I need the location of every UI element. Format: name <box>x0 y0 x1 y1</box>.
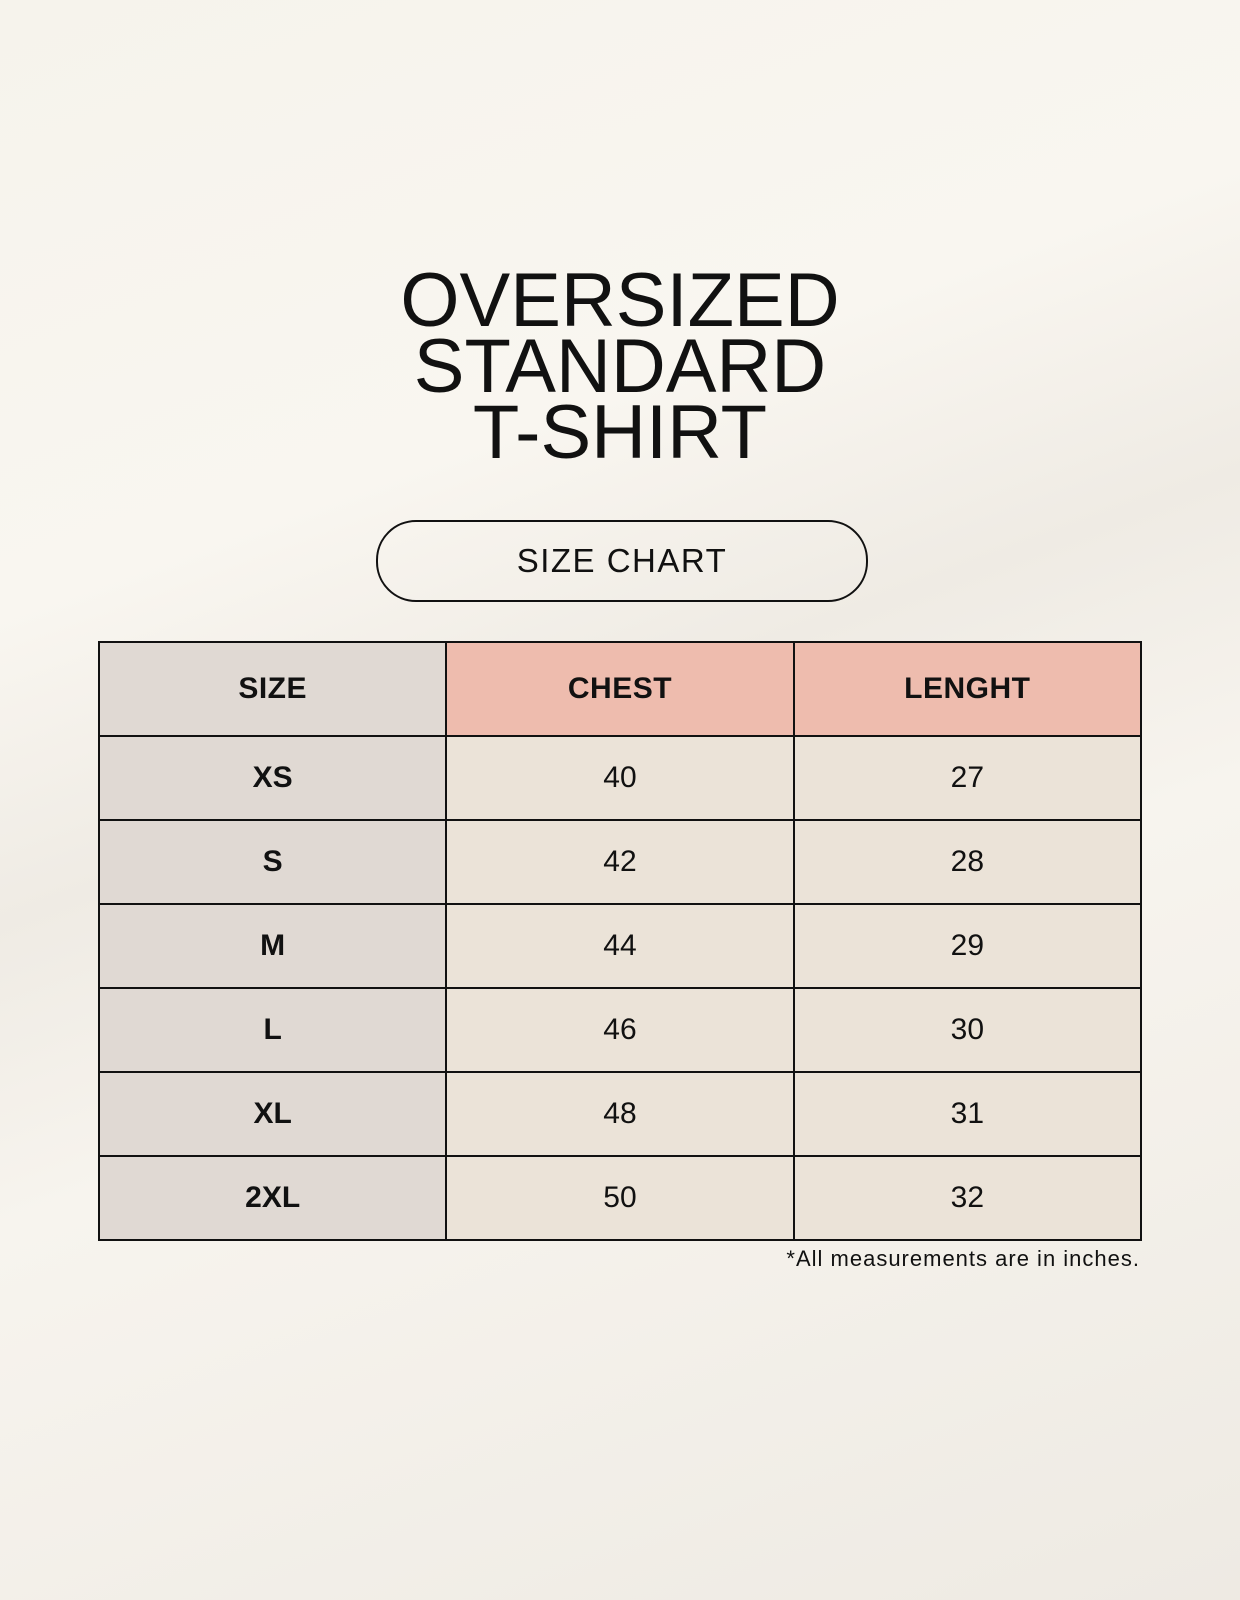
title-line-3: T-SHIRT <box>472 390 768 475</box>
size-table: SIZE CHEST LENGHT XS 40 27 S 42 28 M 44 29 L 46 30 X… <box>97 641 1143 1241</box>
cell-chest: 48 <box>445 1071 795 1157</box>
table-row: XL 48 31 <box>97 1071 1143 1157</box>
table-row: XS 40 27 <box>97 735 1143 821</box>
cell-chest: 46 <box>445 987 795 1073</box>
cell-chest: 40 <box>445 735 795 821</box>
cell-length: 31 <box>792 1071 1143 1157</box>
table-row: L 46 30 <box>97 987 1143 1073</box>
title-line-1: OVERSIZED <box>400 258 840 343</box>
cell-size: XL <box>97 1071 448 1157</box>
cell-chest: 44 <box>445 903 795 989</box>
cell-chest: 50 <box>445 1155 795 1241</box>
footnote: *All measurements are in inches. <box>786 1246 1140 1271</box>
table-header-row: SIZE CHEST LENGHT <box>97 641 1143 737</box>
cell-size: 2XL <box>97 1155 448 1241</box>
title-line-2: STANDARD <box>413 324 827 409</box>
page-title: OVERSIZED STANDARD T-SHIRT <box>0 258 1240 475</box>
cell-size: M <box>97 903 448 989</box>
table-row: S 42 28 <box>97 819 1143 905</box>
cell-chest: 42 <box>445 819 795 905</box>
cell-size: XS <box>97 735 448 821</box>
cell-length: 32 <box>792 1155 1143 1241</box>
header-chest: CHEST <box>445 641 795 737</box>
table-row: 2XL 50 32 <box>97 1155 1143 1241</box>
cell-length: 27 <box>792 735 1143 821</box>
cell-length: 29 <box>792 903 1143 989</box>
size-chart-badge: SIZE CHART <box>376 520 868 602</box>
cell-length: 30 <box>792 987 1143 1073</box>
table-row: M 44 29 <box>97 903 1143 989</box>
cell-length: 28 <box>792 819 1143 905</box>
header-length: LENGHT <box>792 641 1143 737</box>
header-size: SIZE <box>97 641 448 737</box>
cell-size: S <box>97 819 448 905</box>
cell-size: L <box>97 987 448 1073</box>
